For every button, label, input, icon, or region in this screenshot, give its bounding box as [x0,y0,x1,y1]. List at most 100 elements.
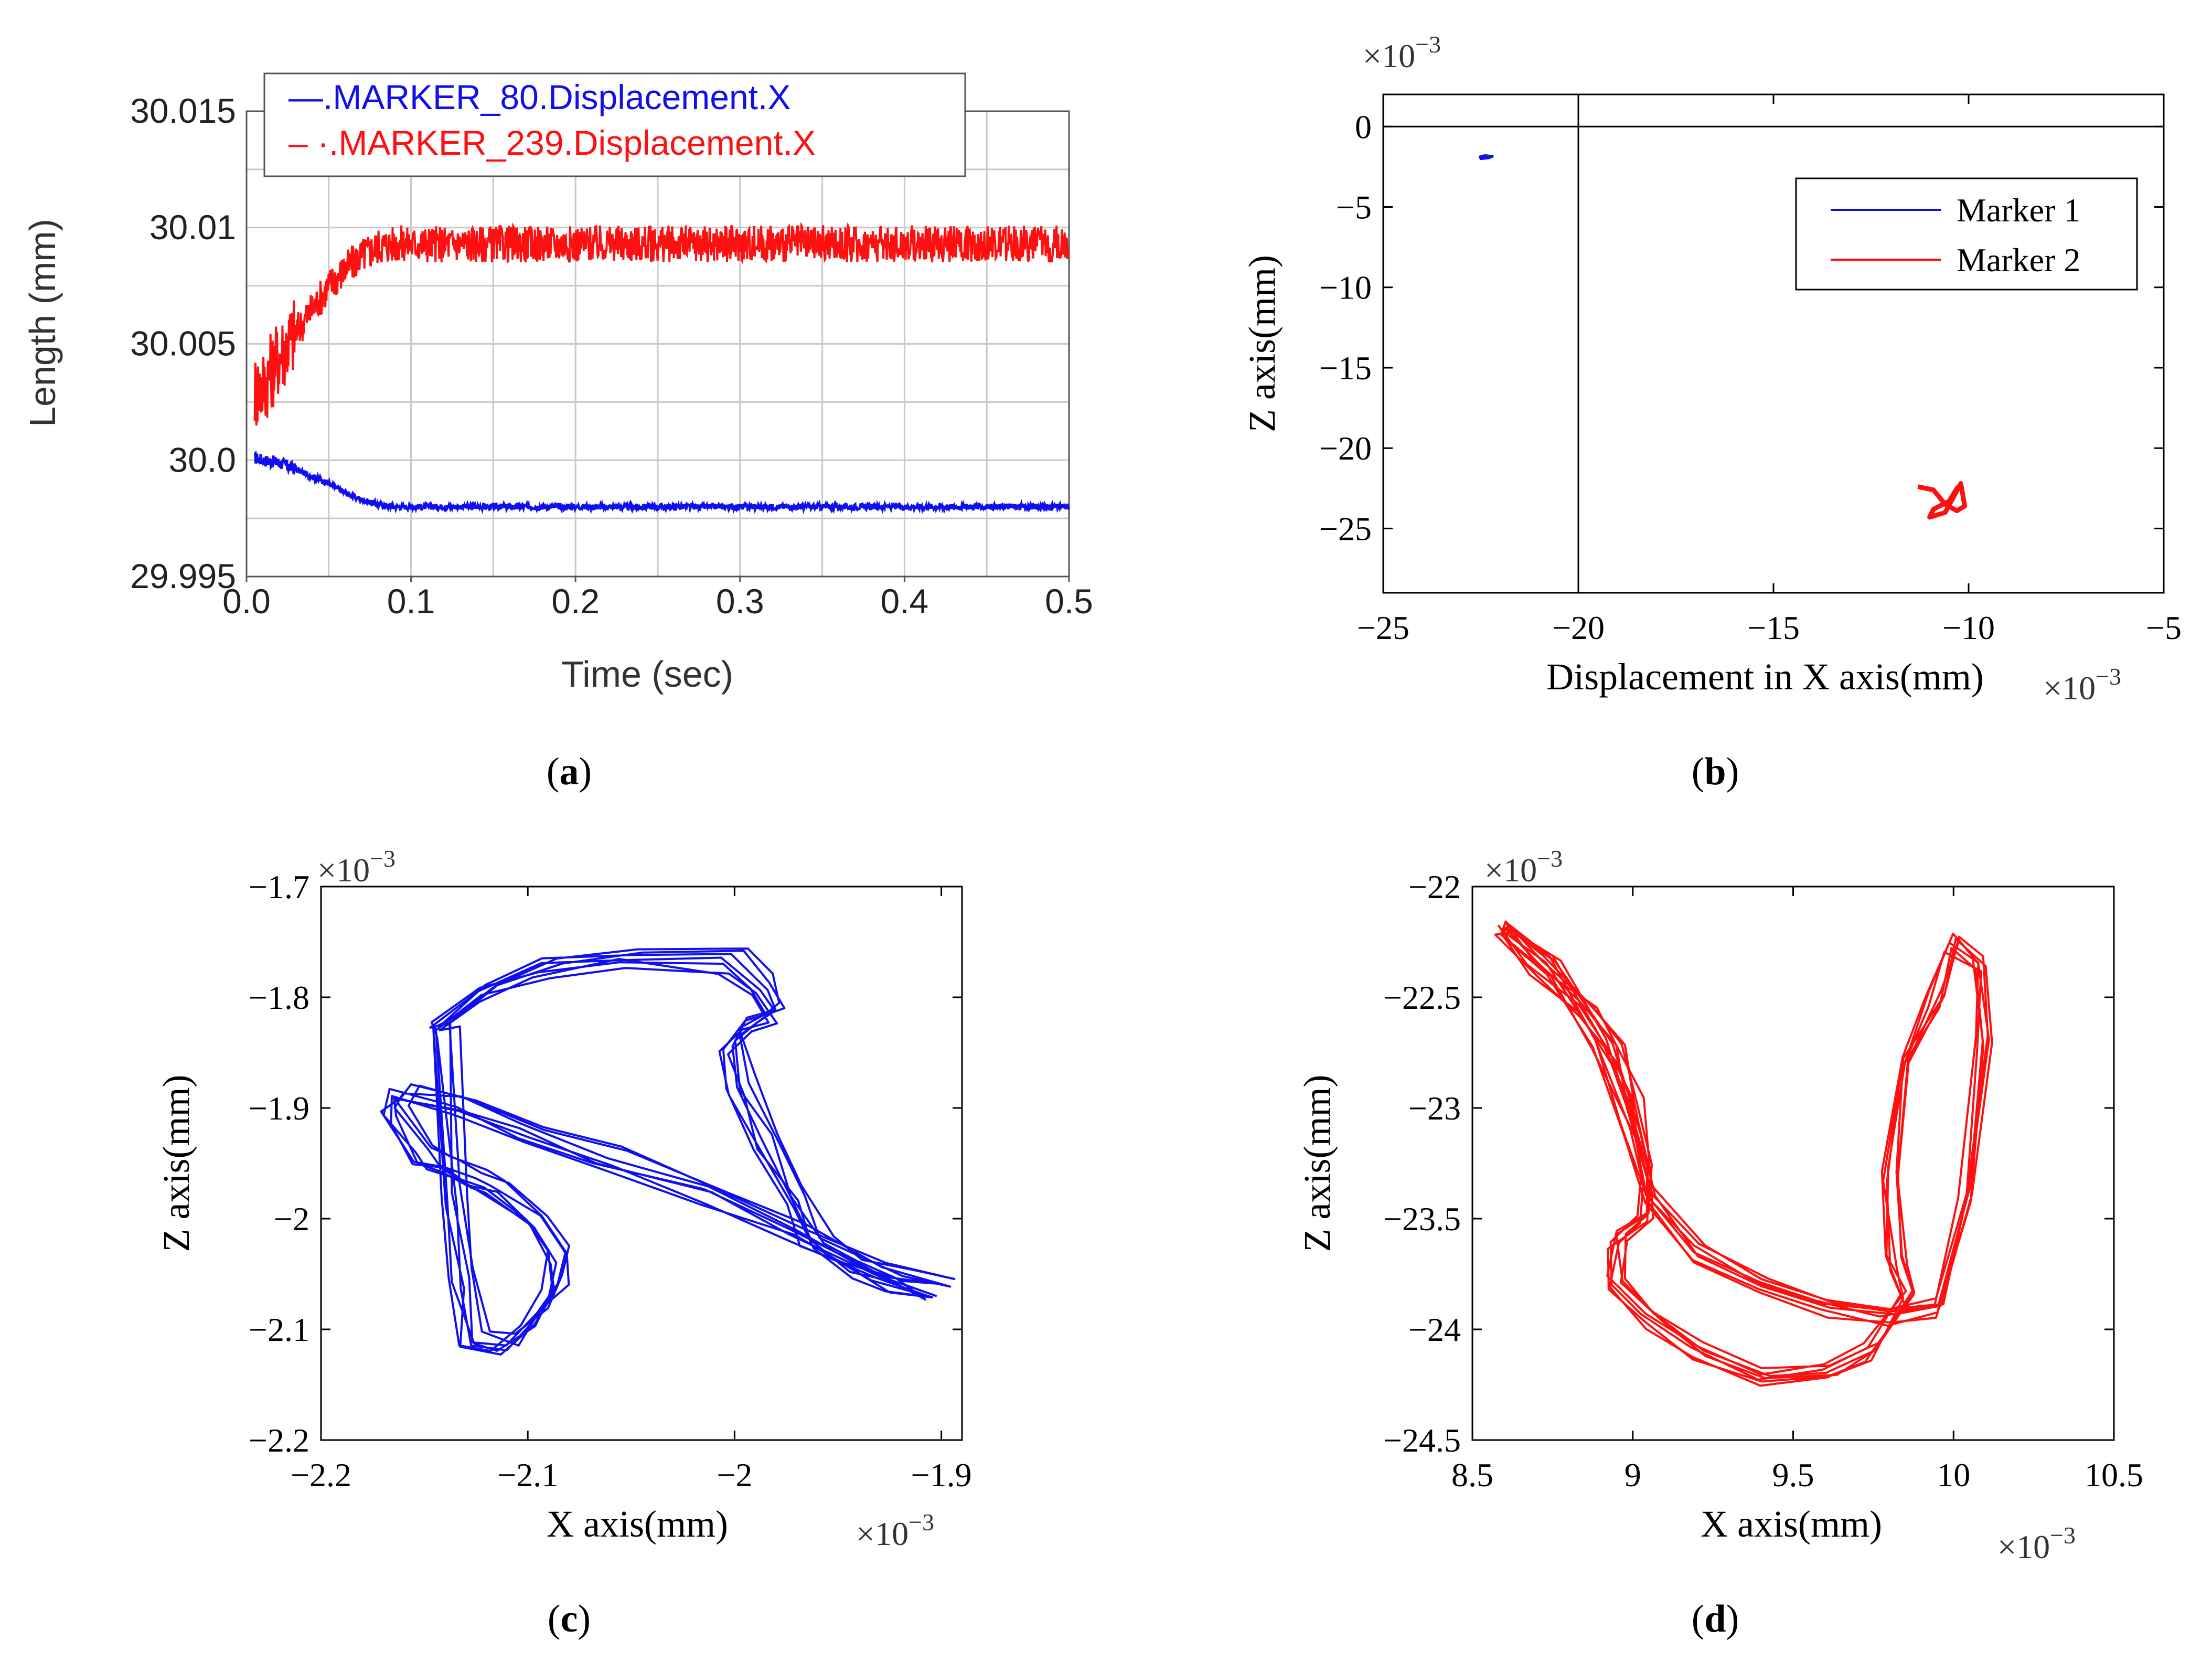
y-tick-label: −15 [1319,349,1372,387]
series-marker-2-trace [1917,481,1968,520]
caption-close-paren: ) [1726,1597,1739,1640]
x-tick-label: 0.3 [716,582,764,621]
multiplier-base: ×10 [1997,1528,2050,1565]
y-axis-label: Z axis(mm) [155,1075,197,1252]
y-tick-label: −23 [1408,1090,1461,1127]
y-tick-label: −10 [1319,269,1372,306]
y-tick-label: 30.015 [130,91,236,130]
x-tick-label: −25 [1357,609,1409,646]
y-axis-label: Length (mm) [22,219,63,427]
multiplier-exponent: −3 [909,1509,934,1536]
legend-entry-marker-239: ‒ ·.MARKER_239.Displacement.X [288,123,816,162]
panel-a: 0.0 0.1 0.2 0.3 0.4 0.5 29.995 30.0 30.005 30.01 3… [22,72,1093,793]
x-tick-label: −2 [717,1456,752,1494]
axis-multiplier: ×10−3 [1484,845,1563,889]
caption-open-paren: ( [1692,750,1705,793]
y-axis-label: Z axis(mm) [1241,255,1283,432]
multiplier-base: ×10 [317,851,370,889]
axis-multiplier: ×10−3 [317,845,396,889]
x-tick-label: 0.5 [1045,582,1093,621]
axis-multiplier: ×10−3 [1997,1522,2076,1565]
y-tick-label: −2.1 [249,1311,309,1348]
series-marker-80-line [254,451,1071,515]
multiplier-exponent: −3 [2050,1522,2076,1549]
multiplier-base: ×10 [2043,669,2096,707]
x-tick-label: 0.1 [387,582,435,621]
x-tick-label: 10.5 [2085,1456,2143,1494]
x-axis-label: X axis(mm) [547,1503,728,1545]
y-tick-label: 30.0 [169,440,236,479]
plot-frame [320,886,963,1441]
y-tick-label: −24 [1408,1311,1461,1348]
y-tick-label: −22 [1408,868,1461,905]
panel-caption: (d) [1692,1597,1739,1640]
multiplier-base: ×10 [1484,851,1537,889]
series-marker-239-line [253,222,1070,426]
x-tick-label: −20 [1552,609,1605,646]
x-tick-label: −2.1 [497,1456,558,1494]
legend-box [1795,177,2138,291]
x-axis-label: Time (sec) [561,654,733,695]
panel-b: −25 −20 −15 −10 −5 0 −5 −10 −15 −20 −25 Displacemen… [1241,31,2182,793]
y-tick-label: −1.8 [249,979,309,1016]
caption-letter: d [1704,1597,1726,1640]
multiplier-base: ×10 [1363,37,1415,74]
x-tick-label: 0.4 [881,582,929,621]
series-marker-1-trace [1478,154,1494,161]
multiplier-exponent: −3 [370,845,396,872]
multiplier-exponent: −3 [1537,845,1563,872]
x-axis-label: X axis(mm) [1701,1503,1882,1545]
y-axis-label: Z axis(mm) [1296,1075,1338,1252]
multiplier-base: ×10 [856,1515,909,1552]
x-tick-label: 8.5 [1451,1456,1493,1494]
multiplier-exponent: −3 [2096,663,2121,690]
axis-multiplier: ×10−3 [2043,663,2121,707]
panel-caption: (c) [548,1597,591,1640]
panel-caption: (a) [547,750,592,793]
series-marker-2-trajectory [1494,920,1993,1387]
plot-frame [1382,93,2165,594]
legend-box [263,72,966,177]
series-marker-1-trajectory [380,947,956,1356]
caption-letter: a [560,750,579,793]
y-tick-label: −23.5 [1383,1200,1461,1238]
caption-close-paren: ) [1726,750,1739,793]
y-tick-label: −24.5 [1383,1422,1461,1459]
x-tick-label: −2.2 [291,1456,351,1494]
legend: Marker 1 Marker 2 [1795,177,2138,291]
y-tick-label: −20 [1319,430,1372,467]
legend-entry-marker-80: —.MARKER_80.Displacement.X [288,78,790,116]
caption-close-paren: ) [578,1597,591,1640]
caption-open-paren: ( [1692,1597,1705,1640]
x-tick-label: −15 [1747,609,1800,646]
legend-entry-marker-2: Marker 2 [1957,241,2080,279]
axis-multiplier: ×10−3 [856,1509,934,1552]
plot-frame [1471,886,2115,1441]
y-tick-label: −2.2 [249,1422,309,1459]
caption-open-paren: ( [547,750,560,793]
x-tick-label: 9 [1625,1456,1641,1494]
legend-entry-marker-1: Marker 1 [1957,191,2080,229]
caption-close-paren: ) [579,750,592,793]
panel-caption: (b) [1692,750,1739,793]
caption-open-paren: ( [548,1597,561,1640]
y-tick-label: −1.9 [249,1090,309,1127]
x-axis-label: Displacement in X axis(mm) [1546,656,1984,698]
caption-letter: c [561,1597,578,1640]
x-tick-label: 10 [1937,1456,1970,1494]
y-tick-label: −25 [1319,510,1372,547]
legend: —.MARKER_80.Displacement.X ‒ ·.MARKER_239… [263,72,966,177]
y-tick-label: 0 [1355,108,1372,145]
x-tick-label: 0.2 [551,582,600,621]
panel-c: −2.2 −2.1 −2 −1.9 −1.7 −1.8 −1.9 −2 −2.1 −2.2 X ax… [155,845,972,1640]
y-tick-label: −5 [1336,189,1372,226]
y-tick-label: −22.5 [1383,979,1461,1016]
y-tick-label: −2 [274,1200,309,1238]
x-tick-label: −10 [1942,609,1995,646]
axis-multiplier: ×10−3 [1363,31,1441,74]
x-tick-label: −5 [2146,609,2182,646]
y-tick-label: 30.005 [130,324,236,363]
panel-d: 8.5 9 9.5 10 10.5 −22 −22.5 −23 −23.5 −24 −24.5 X a… [1296,845,2143,1640]
y-tick-label: 29.995 [130,557,236,595]
